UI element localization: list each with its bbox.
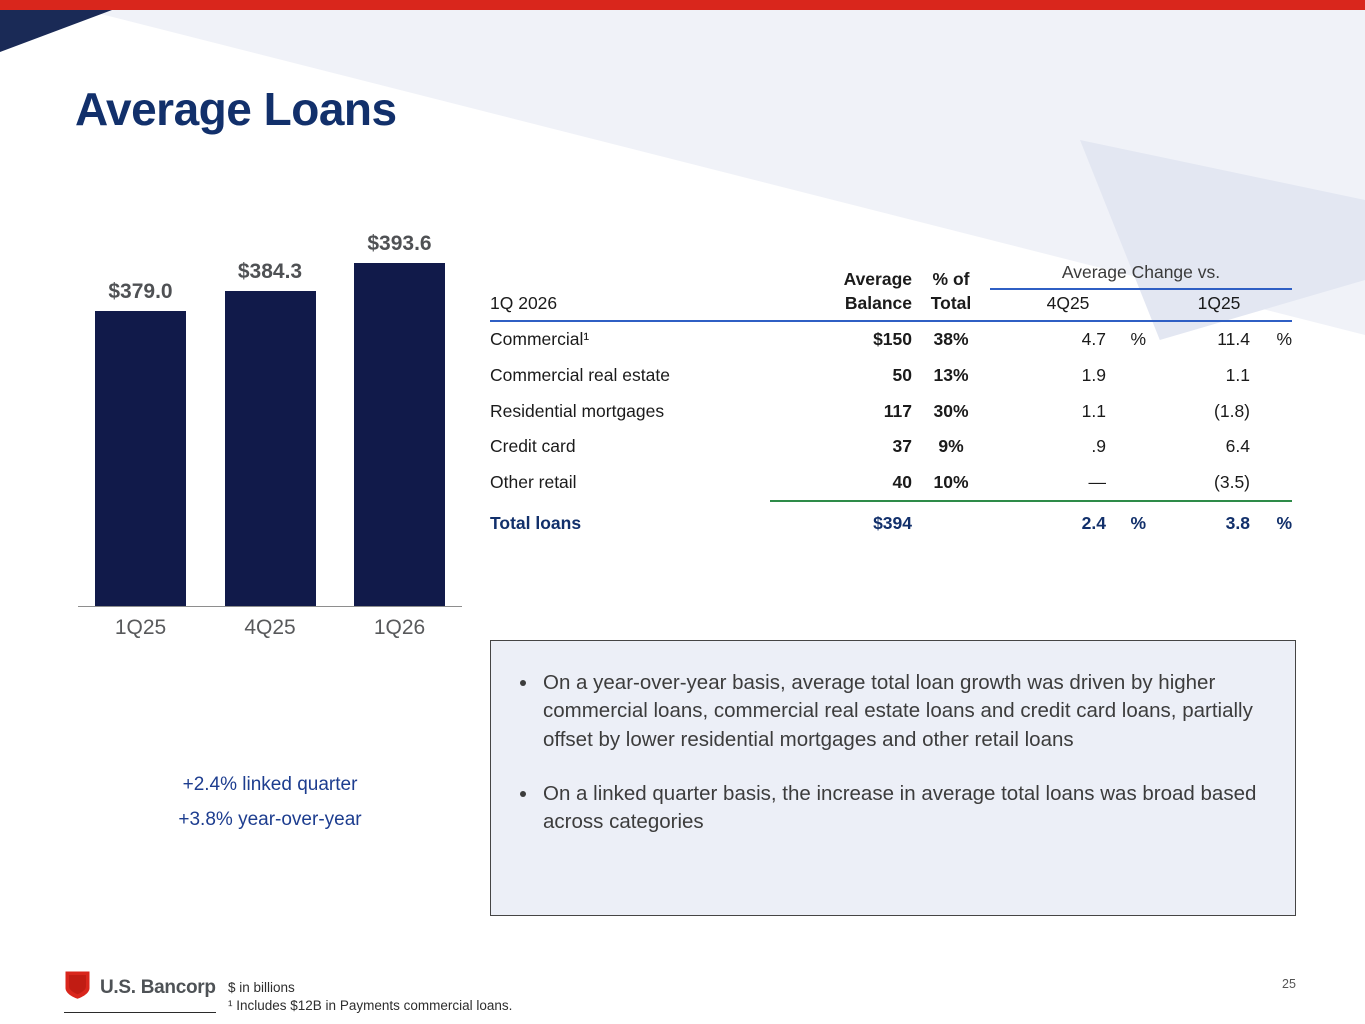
table-row: Commercial¹ $150 38% 4.7% 11.4% [490, 322, 1292, 358]
row-change-1q25: 6.4 [1225, 436, 1250, 457]
units-note: $ in billions [228, 980, 295, 995]
row-balance: $150 [873, 329, 912, 350]
decorative-navy-triangle [0, 10, 112, 52]
bar-group: $384.3 [224, 232, 316, 606]
bar-1Q26 [354, 263, 445, 606]
row-label: Total loans [490, 512, 582, 533]
row-pct-of-total: 10% [933, 472, 969, 493]
bar-4Q25 [224, 290, 316, 606]
commentary-box: On a year-over-year basis, average total… [490, 640, 1296, 916]
header-period: 1Q 2026 [490, 293, 558, 313]
row-change-1q25-unit: % [1276, 329, 1292, 350]
top-red-bar [0, 0, 1365, 10]
bar-value-label: $384.3 [237, 259, 303, 283]
loans-table: Average % of Average Change vs. 1Q 2026 … [490, 256, 1292, 544]
linked-quarter-note: +2.4% linked quarter [182, 774, 358, 795]
table-row: Other retail 40 10% — (3.5) [490, 465, 1292, 501]
bar-value-label: $393.6 [367, 232, 432, 255]
bar-category-label: 4Q25 [244, 616, 296, 639]
row-change-1q25-unit: % [1276, 512, 1292, 533]
row-label: Commercial real estate [490, 365, 670, 386]
row-change-4q25: 1.9 [1081, 365, 1106, 386]
footnotes: $ in billions ¹ Includes $12B in Payment… [228, 979, 512, 1015]
page-number: 25 [1282, 977, 1296, 991]
row-change-4q25: .9 [1091, 436, 1106, 457]
row-change-4q25-unit: % [1130, 329, 1146, 350]
us-bancorp-shield-icon [64, 970, 91, 1005]
row-label: Residential mortgages [490, 400, 665, 421]
company-logo-text: U.S. Bancorp [100, 976, 216, 998]
bar-category-label: 1Q25 [114, 616, 167, 639]
table-row: Commercial real estate 50 13% 1.9 1.1 [490, 358, 1292, 394]
row-pct-of-total: 38% [933, 329, 969, 350]
header-total: Total [930, 293, 972, 313]
bar-category-label: 1Q26 [373, 616, 426, 639]
bar-categories: 1Q25 4Q25 1Q26 [78, 616, 462, 640]
bar-value-label: $379.0 [108, 279, 173, 303]
x-axis-line [78, 606, 462, 607]
row-change-1q25: 1.1 [1225, 365, 1250, 386]
average-loans-bar-chart: $379.0 $384.3 $393.6 1Q25 4Q25 1Q26 [78, 232, 462, 640]
header-1q25: 1Q25 [1197, 293, 1241, 313]
table-row: Credit card 37 9% .9 6.4 [490, 429, 1292, 465]
page-title: Average Loans [75, 83, 397, 135]
row-balance: 40 [892, 472, 912, 493]
row-pct-of-total: 13% [933, 365, 969, 386]
bar-group: $393.6 [354, 232, 445, 606]
row-balance: $394 [873, 512, 912, 533]
table-header-top: Average % of Average Change vs. [490, 256, 1292, 290]
growth-notes: +2.4% linked quarter +3.8% year-over-yea… [60, 774, 480, 831]
footnote-1: ¹ Includes $12B in Payments commercial l… [228, 997, 513, 1013]
row-pct-of-total: 9% [938, 436, 964, 457]
row-label: Commercial¹ [490, 329, 590, 350]
header-4q25: 4Q25 [1046, 293, 1090, 313]
row-pct-of-total: 30% [933, 400, 969, 421]
row-change-1q25: (3.5) [1214, 472, 1250, 493]
bar-1Q25 [95, 310, 186, 606]
commentary-bullet: On a linked quarter basis, the increase … [539, 780, 1271, 837]
header-average: Average [843, 269, 912, 289]
header-balance: Balance [844, 293, 912, 313]
row-change-4q25: 1.1 [1081, 400, 1106, 421]
header-pct-of: % of [932, 269, 970, 289]
total-separator-line [770, 500, 1292, 503]
row-change-4q25: 4.7 [1081, 329, 1106, 350]
row-balance: 50 [892, 365, 912, 386]
table-row: Residential mortgages 117 30% 1.1 (1.8) [490, 393, 1292, 429]
row-change-1q25: (1.8) [1214, 400, 1250, 421]
bar-group: $379.0 [95, 232, 186, 606]
row-change-1q25: 11.4 [1217, 329, 1250, 350]
header-average-change-vs: Average Change vs. [990, 262, 1292, 290]
row-change-1q25: 3.8 [1225, 512, 1250, 533]
table-header: 1Q 2026 Balance Total 4Q25 1Q25 [490, 290, 1292, 322]
commentary-list: On a year-over-year basis, average total… [539, 669, 1271, 836]
row-balance: 37 [892, 436, 912, 457]
commentary-bullet: On a year-over-year basis, average total… [539, 669, 1271, 754]
row-label: Credit card [490, 436, 576, 457]
row-change-4q25: — [1088, 472, 1107, 493]
table-body: Commercial¹ $150 38% 4.7% 11.4% Commercial re… [490, 322, 1292, 500]
row-change-4q25-unit: % [1130, 512, 1146, 533]
company-logo: U.S. Bancorp [64, 970, 216, 1013]
table-total-row: Total loans $394 2.4% 3.8% [490, 502, 1292, 544]
bars: $379.0 $384.3 $393.6 [78, 232, 462, 606]
year-over-year-note: +3.8% year-over-year [178, 809, 362, 830]
row-change-4q25: 2.4 [1081, 512, 1106, 533]
row-balance: 117 [883, 400, 912, 421]
row-label: Other retail [490, 472, 577, 493]
